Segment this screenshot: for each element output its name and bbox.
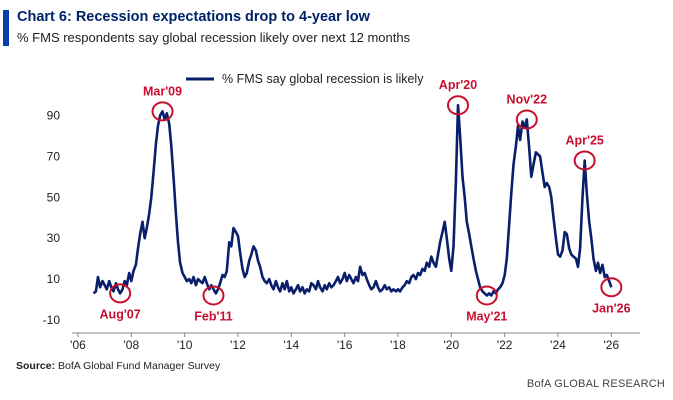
annotation-circle — [202, 285, 225, 306]
x-tick-label: '24 — [550, 338, 566, 352]
annotation-label: May'21 — [466, 309, 507, 323]
annotation-label: Nov'22 — [507, 93, 548, 107]
annotation-circle — [515, 109, 538, 130]
y-tick-label: 50 — [47, 190, 61, 204]
annotation-circle — [573, 150, 596, 171]
x-tick-label: '06 — [70, 338, 86, 352]
chart-axes: '06 '08 '10 '12 '14 '16 '18 '20 '22 '24 '26 -10 10 30… — [43, 108, 640, 352]
x-tick-label: '12 — [230, 338, 246, 352]
y-tick-label: 70 — [47, 149, 61, 163]
annotation-circle — [109, 283, 132, 304]
annotation-label: Apr'25 — [565, 133, 603, 147]
series-line — [92, 103, 613, 297]
annotation-label: Aug'07 — [100, 307, 141, 321]
chart-legend: % FMS say global recession is likely — [186, 72, 424, 86]
x-tick-label: '10 — [177, 338, 193, 352]
chart-series — [92, 103, 613, 297]
annotation-circle — [475, 285, 498, 306]
chart-subtitle: % FMS respondents say global recession l… — [17, 30, 411, 45]
annotation-label: Mar'09 — [143, 84, 182, 98]
source-label: Source: — [16, 360, 56, 372]
x-tick-label: '20 — [444, 338, 460, 352]
x-tick-label: '26 — [604, 338, 620, 352]
annotation-label: Jan'26 — [592, 301, 630, 315]
y-tick-label: -10 — [43, 313, 61, 327]
y-tick-label: 10 — [47, 272, 61, 286]
x-tick-label: '16 — [337, 338, 353, 352]
chart-annotations: Mar'09 Aug'07 Feb'11 Apr'20 May'21 Nov'22 Apr'… — [100, 78, 631, 323]
x-tick-label: '14 — [284, 338, 300, 352]
x-tick-label: '22 — [497, 338, 513, 352]
title-accent-bar — [3, 10, 9, 46]
source-text: BofA Global Fund Manager Survey — [55, 360, 221, 372]
x-tick-label: '08 — [124, 338, 140, 352]
brand-label: BofA GLOBAL RESEARCH — [526, 378, 665, 390]
y-tick-label: 90 — [47, 108, 61, 122]
annotation-circle — [447, 95, 469, 116]
annotation-circle — [151, 101, 174, 122]
annotation-label: Feb'11 — [194, 309, 232, 323]
y-tick-label: 30 — [47, 231, 61, 245]
annotation-label: Apr'20 — [439, 78, 477, 92]
chart-title: Chart 6: Recession expectations drop to … — [17, 9, 370, 25]
annotation-circle — [600, 277, 623, 298]
legend-label: % FMS say global recession is likely — [222, 72, 424, 86]
x-tick-label: '18 — [390, 338, 406, 352]
source-note: Source: BofA Global Fund Manager Survey — [16, 360, 220, 372]
